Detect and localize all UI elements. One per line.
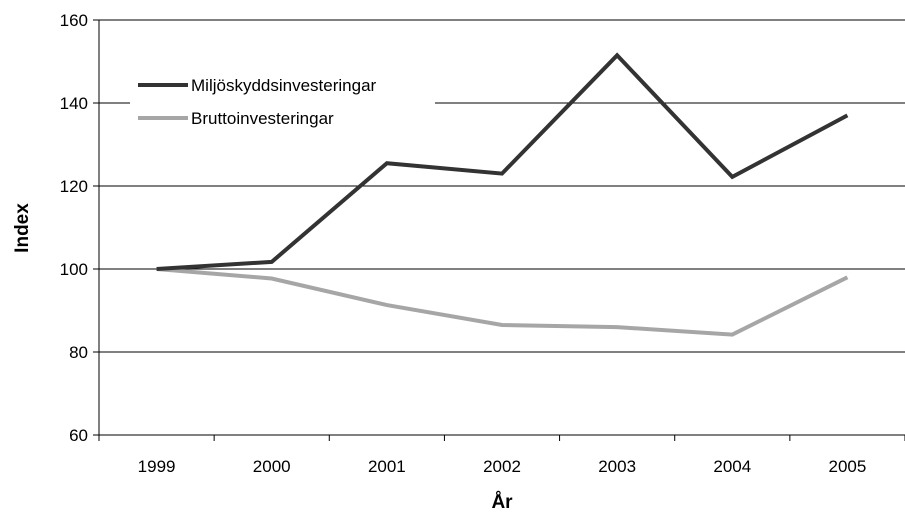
x-tick-label-2001: 2001 xyxy=(368,457,406,476)
y-tick-label-100: 100 xyxy=(60,260,88,279)
y-tick-label-160: 160 xyxy=(60,11,88,30)
x-tick-label-2004: 2004 xyxy=(713,457,751,476)
y-axis-title: Index xyxy=(12,203,33,253)
series-line-0 xyxy=(156,52,849,271)
axes xyxy=(98,20,905,436)
y-tick-label-140: 140 xyxy=(60,94,88,113)
y-tick-labels: 60 80 100 120 140 160 xyxy=(60,11,99,445)
y-tick-label-120: 120 xyxy=(60,177,88,196)
legend: Miljöskyddsinvesteringar Bruttoinvesteri… xyxy=(130,70,435,138)
x-tick-label-2005: 2005 xyxy=(829,457,867,476)
x-tick-label-2003: 2003 xyxy=(598,457,636,476)
y-tick-label-60: 60 xyxy=(69,426,88,445)
x-tick-label-2000: 2000 xyxy=(253,457,291,476)
legend-label-brutto: Bruttoinvesteringar xyxy=(191,109,334,128)
legend-label-miljoskydd: Miljöskyddsinvesteringar xyxy=(191,76,377,95)
y-tick-label-80: 80 xyxy=(69,343,88,362)
legend-background xyxy=(130,70,435,138)
x-axis-title: År xyxy=(491,492,513,513)
x-tick-label-1999: 1999 xyxy=(138,457,176,476)
series-lines xyxy=(156,52,849,337)
x-tick-labels: 1999 2000 2001 2002 2003 2004 2005 xyxy=(98,435,905,476)
gridlines xyxy=(99,19,905,353)
x-tick-label-2002: 2002 xyxy=(483,457,521,476)
series-line-1 xyxy=(156,267,849,337)
